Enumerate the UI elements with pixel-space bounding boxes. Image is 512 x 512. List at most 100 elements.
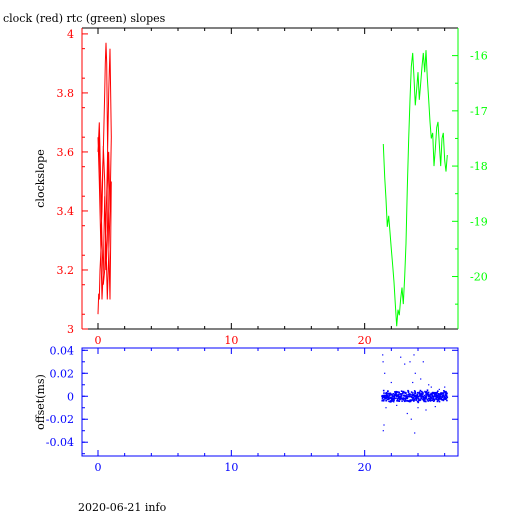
offset-point	[409, 393, 412, 396]
offset-point	[415, 394, 417, 397]
offset-point	[420, 397, 423, 400]
offset-point	[405, 395, 407, 397]
offset-point	[387, 398, 390, 400]
offset-point	[426, 395, 428, 397]
offset-point	[397, 394, 400, 397]
offset-point	[382, 394, 385, 397]
offset-outlier-point	[425, 409, 427, 411]
offset-point	[403, 399, 405, 401]
offset-point	[428, 397, 431, 400]
offset-point	[391, 400, 393, 402]
offset-outlier-point	[430, 386, 432, 388]
offset-point	[407, 393, 410, 395]
offset-point	[426, 399, 429, 401]
offset-point	[425, 400, 427, 403]
offset-point	[432, 397, 435, 400]
offset-point	[421, 393, 424, 395]
offset-point	[441, 396, 444, 398]
offset-point	[439, 394, 441, 397]
offset-point	[446, 392, 448, 395]
offset-point	[407, 395, 409, 398]
offset-point	[444, 398, 447, 401]
bottom-frame	[81, 347, 459, 457]
offset-outlier-point	[384, 372, 386, 374]
offset-point	[410, 399, 412, 401]
offset-point	[442, 395, 445, 397]
offset-point	[393, 397, 396, 400]
offset-point	[398, 400, 401, 402]
offset-point	[411, 393, 413, 396]
offset-point	[382, 389, 385, 392]
offset-point	[382, 400, 385, 402]
offset-point	[384, 397, 387, 400]
offset-outlier-point	[383, 424, 385, 426]
offset-outlier-point	[382, 361, 384, 363]
offset-point	[392, 393, 394, 395]
offset-point	[426, 389, 429, 391]
offset-point	[424, 399, 426, 401]
offset-point	[439, 397, 441, 399]
offset-point	[383, 399, 385, 401]
offset-point	[382, 396, 384, 398]
offset-point	[408, 400, 410, 403]
offset-outlier-point	[400, 356, 402, 358]
offset-point	[444, 391, 446, 394]
offset-point	[412, 397, 415, 399]
offset-point	[413, 398, 416, 401]
top-x-tick-label: 20	[358, 334, 372, 347]
offset-point	[384, 394, 387, 397]
offset-point	[434, 395, 437, 398]
offset-point	[388, 400, 390, 403]
offset-point	[416, 391, 419, 394]
offset-point	[435, 392, 437, 395]
offset-point	[444, 396, 447, 398]
offset-point	[402, 390, 405, 393]
offset-point	[445, 394, 448, 396]
offset-point	[431, 394, 433, 397]
offset-outlier-point	[406, 412, 408, 415]
offset-outlier-point	[417, 407, 419, 409]
offset-outlier-point	[420, 378, 422, 380]
offset-outlier-point	[438, 388, 440, 390]
bottom-y-tick-label: 0.04	[50, 344, 75, 357]
bottom-x-tick-label: 0	[95, 461, 102, 474]
offset-point	[423, 394, 426, 397]
offset-point	[396, 398, 399, 401]
offset-point	[434, 395, 436, 397]
offset-point	[422, 395, 424, 398]
offset-point	[440, 393, 442, 395]
offset-outlier-point	[414, 432, 416, 434]
offset-point	[386, 398, 389, 401]
offset-point	[389, 396, 392, 399]
offset-point	[433, 400, 435, 402]
offset-point	[436, 392, 438, 394]
offset-outlier-point	[409, 361, 411, 363]
offset-point	[442, 399, 445, 402]
offset-point	[399, 395, 401, 398]
offset-point	[395, 397, 397, 400]
offset-point	[404, 400, 407, 402]
series-line-green	[382, 50, 448, 327]
offset-point	[402, 397, 405, 400]
offset-outlier-point	[410, 418, 412, 420]
offset-point	[438, 398, 440, 401]
offset-point	[417, 401, 420, 404]
offset-point	[436, 398, 438, 401]
offset-point	[427, 391, 430, 394]
offset-point	[441, 393, 443, 396]
offset-point	[396, 400, 398, 402]
offset-point	[419, 399, 422, 401]
offset-point	[413, 399, 415, 402]
offset-point	[429, 400, 432, 402]
offset-point	[439, 395, 441, 398]
offset-point	[414, 391, 416, 393]
offset-point	[383, 392, 385, 394]
chart-footer: 2020-06-21 info	[78, 501, 167, 512]
offset-point	[397, 400, 399, 402]
right-y-tick-label: -16	[470, 50, 488, 63]
offset-point	[385, 391, 388, 394]
offset-point	[392, 395, 394, 398]
bottom-x-tick-label: 10	[224, 461, 238, 474]
offset-point	[445, 397, 447, 400]
offset-point	[418, 391, 421, 393]
